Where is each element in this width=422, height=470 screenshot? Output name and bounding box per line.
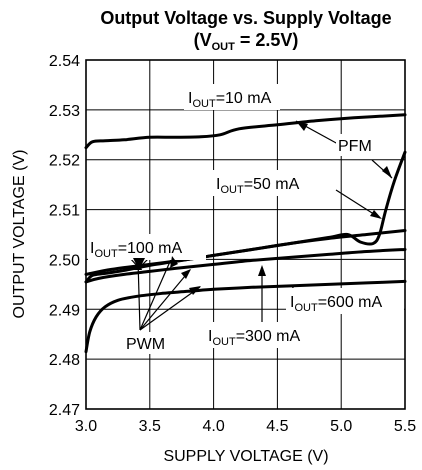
x-tick-label: 5.5	[394, 418, 416, 435]
x-tick-label: 4.0	[202, 418, 224, 435]
y-tick-label: 2.52	[49, 153, 80, 170]
x-tick-label: 4.5	[266, 418, 288, 435]
series-line-3	[84, 248, 407, 284]
y-tick-labels: 2.54 2.53 2.52 2.51 2.50 2.49 2.48 2.47	[49, 53, 80, 419]
y-tick-label: 2.48	[49, 352, 80, 369]
x-tick-label: 3.0	[75, 418, 97, 435]
plot-frame	[85, 59, 406, 410]
arrow-head-pwm-4	[189, 286, 201, 295]
x-tick-labels: 3.0 3.5 4.0 4.5 5.0 5.5	[75, 418, 416, 435]
annotation-iout-600ma: IOUT=600 mA	[290, 294, 383, 314]
leader-pwm-4	[139, 286, 201, 331]
series-line-0	[84, 113, 407, 150]
x-axis-label: SUPPLY VOLTAGE (V)	[163, 448, 328, 465]
chart-title: Output Voltage vs. Supply Voltage	[100, 8, 391, 28]
series-line-4	[84, 279, 407, 354]
annotation-leaders	[119, 120, 393, 331]
arrow-head-pwm-1	[134, 258, 142, 270]
arrow-head-pwm-2	[170, 256, 178, 268]
x-tick-label: 3.5	[139, 418, 161, 435]
y-tick-label: 2.50	[49, 252, 80, 269]
y-tick-label: 2.51	[49, 203, 80, 220]
leader-pwm-3	[139, 269, 191, 331]
y-tick-label: 2.54	[49, 53, 80, 70]
arrow-head-pwm-3	[181, 269, 191, 279]
annotation-iout-300ma: IOUT=300 mA	[208, 328, 301, 348]
leader-pwm-2	[139, 256, 173, 331]
annotation-pfm: PFM	[338, 138, 372, 155]
arrow-heads	[133, 121, 392, 295]
arrow-head-pfm-50ma	[382, 166, 392, 178]
arrow-head-300ma	[258, 265, 266, 276]
y-tick-label: 2.47	[49, 402, 80, 419]
y-axis-label: OUTPUT VOLTAGE (V)	[11, 150, 28, 319]
annotation-pwm: PWM	[126, 336, 165, 353]
annotation-iout-100ma: IOUT=100 mA	[90, 240, 183, 260]
y-tick-label: 2.53	[49, 103, 80, 120]
chart-subtitle: (VOUT = 2.5V)	[194, 30, 299, 53]
arrow-head-50ma	[370, 210, 382, 219]
arrow-head-pfm-10ma	[296, 121, 308, 131]
x-tick-label: 5.0	[330, 418, 352, 435]
annotation-iout-10ma: IOUT=10 mA	[188, 90, 272, 110]
annotation-iout-50ma: IOUT=50 mA	[216, 176, 300, 196]
annotation-boxes	[88, 84, 404, 354]
leader-pwm-1	[137, 259, 141, 331]
y-tick-label: 2.49	[49, 302, 80, 319]
